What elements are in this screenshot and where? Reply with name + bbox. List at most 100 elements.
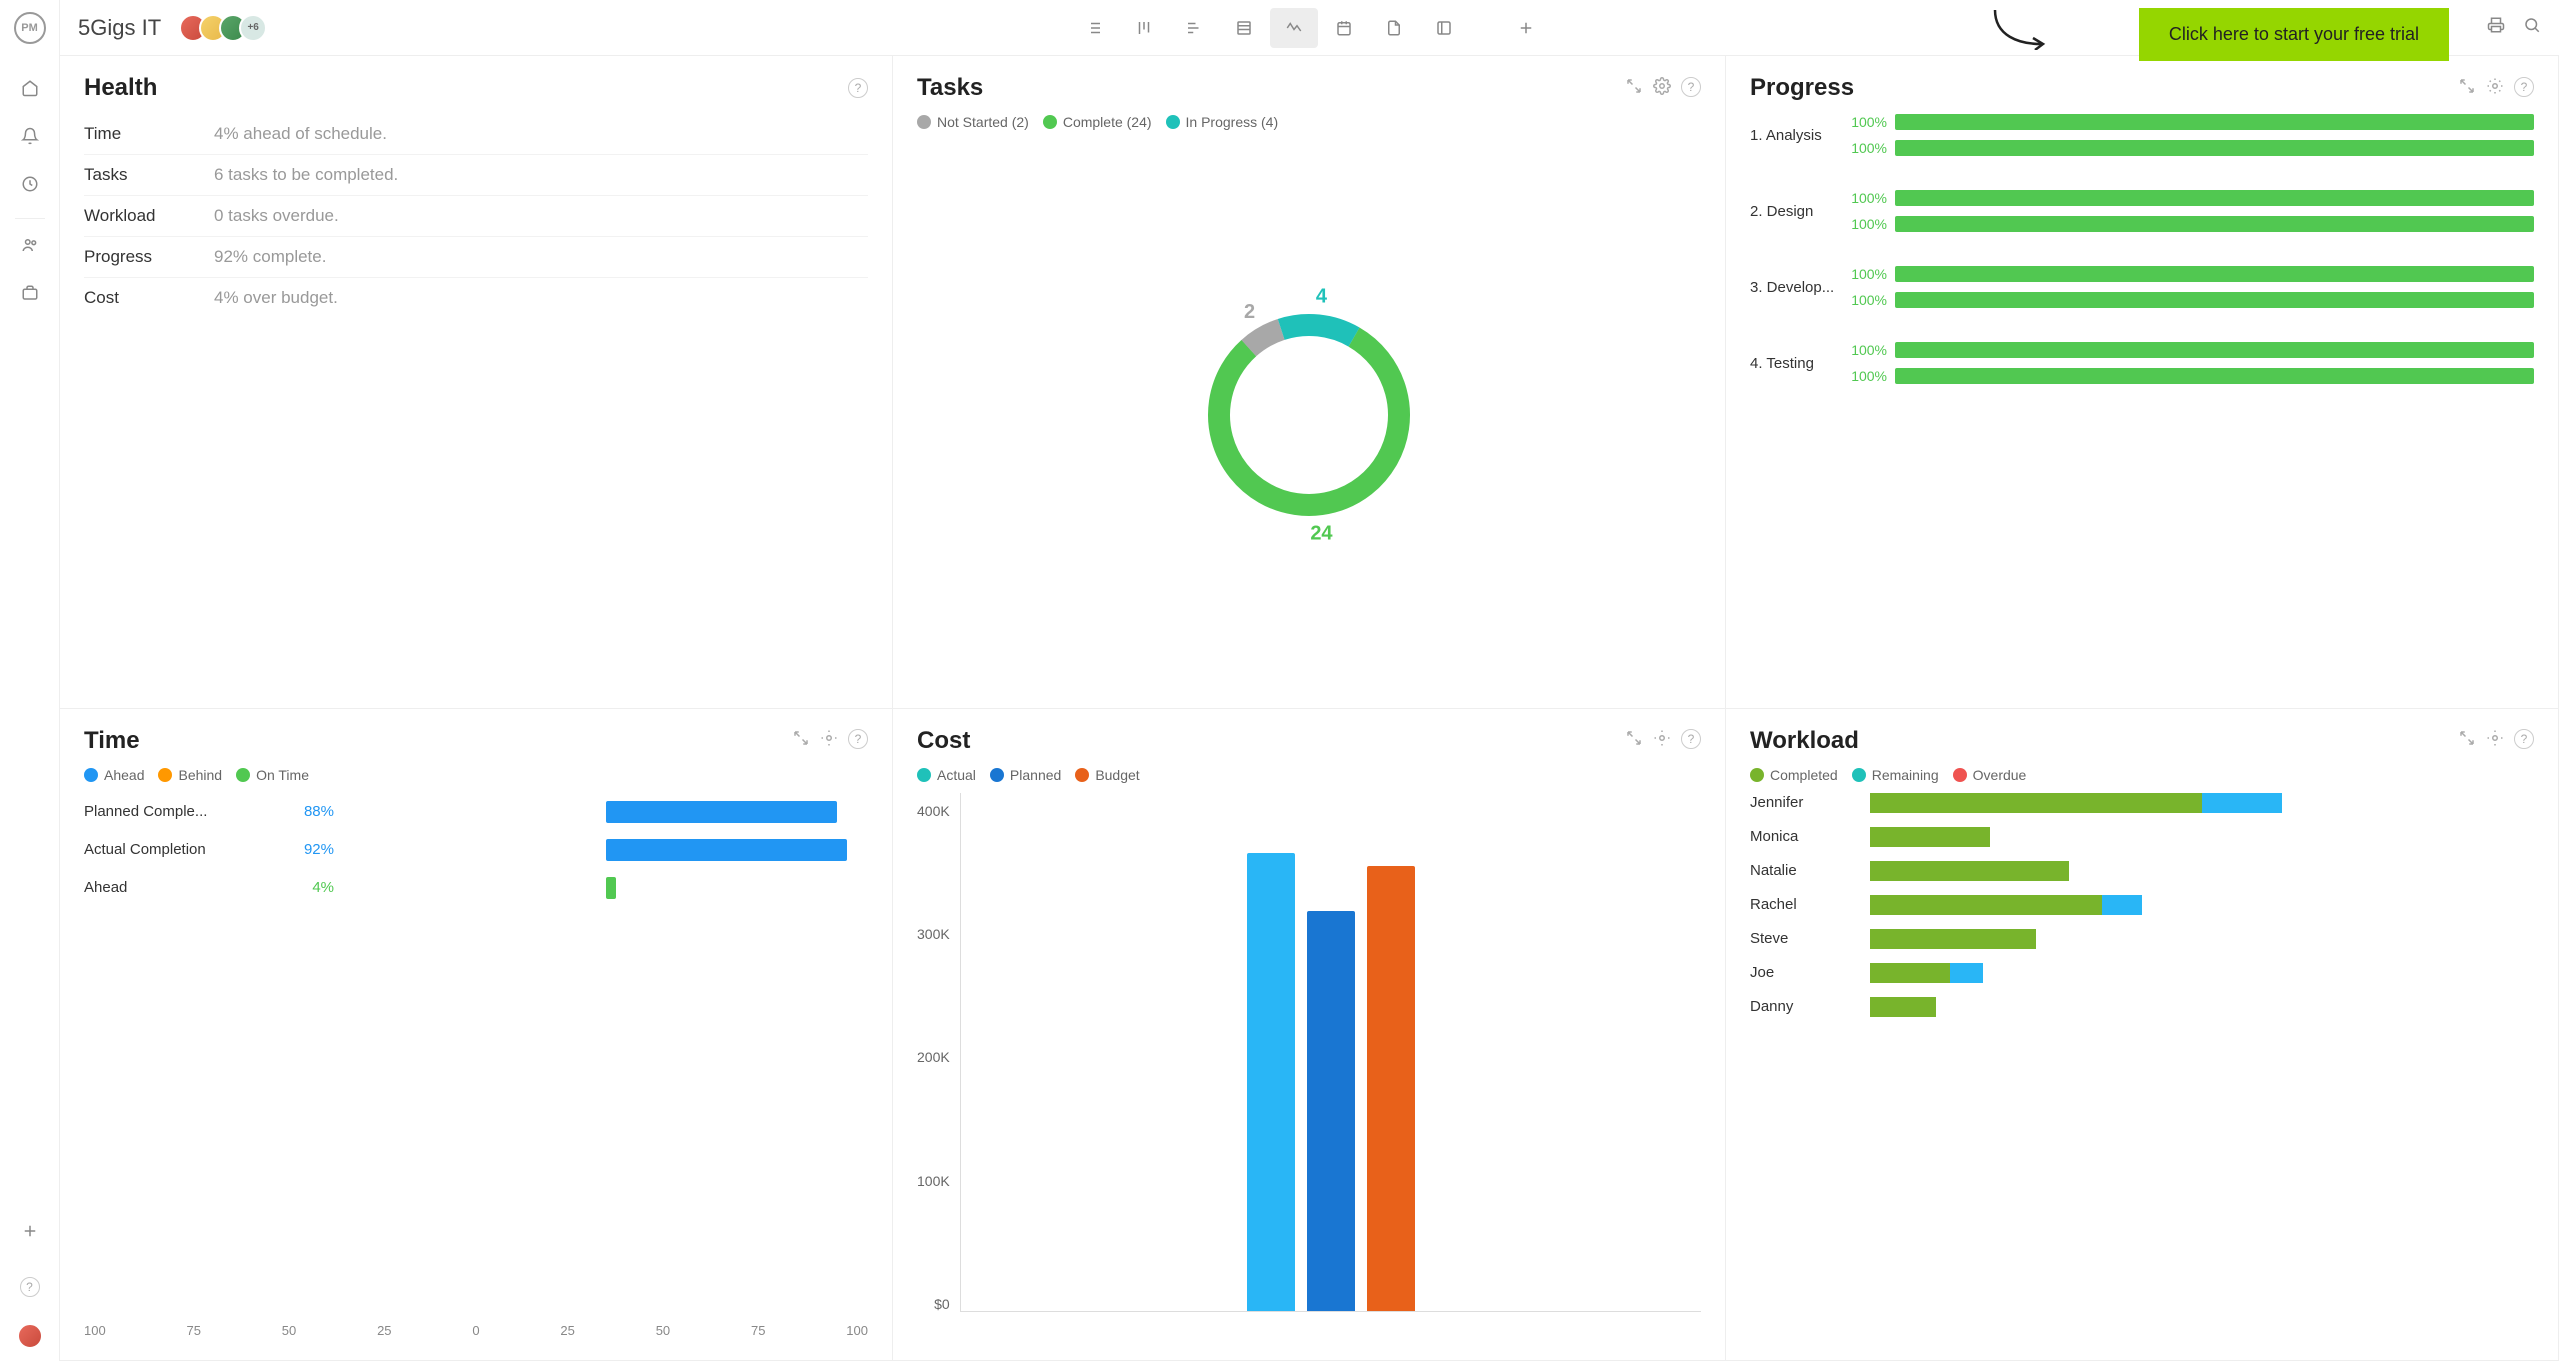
card-help-icon[interactable]: ?	[2514, 729, 2534, 749]
legend-item[interactable]: Completed	[1750, 767, 1838, 783]
cta-arrow-icon	[1989, 6, 2049, 50]
workload-row: Jennifer	[1750, 793, 2534, 813]
health-label: Workload	[84, 206, 214, 226]
reports-view-icon[interactable]	[1420, 8, 1468, 48]
health-card: Health ? Time4% ahead of schedule. Tasks6…	[60, 56, 893, 709]
help-icon[interactable]: ?	[10, 1267, 50, 1307]
card-help-icon[interactable]: ?	[2514, 77, 2534, 97]
app-logo[interactable]: PM	[14, 12, 46, 44]
team-icon[interactable]	[10, 225, 50, 265]
card-title: Health	[84, 74, 157, 102]
time-card: Time ? Ahead Behind On Time Planned Comple…	[60, 709, 893, 1361]
print-icon[interactable]	[2487, 16, 2505, 39]
health-value: 4% ahead of schedule.	[214, 124, 387, 144]
view-switcher	[1070, 8, 1550, 48]
svg-text:4: 4	[1316, 285, 1328, 307]
cost-bar	[1247, 853, 1295, 1311]
legend-item[interactable]: Overdue	[1953, 767, 2027, 783]
gear-icon[interactable]	[820, 729, 838, 752]
list-view-icon[interactable]	[1070, 8, 1118, 48]
project-avatars[interactable]: +6	[179, 14, 267, 42]
time-row: Actual Completion 92%	[84, 839, 868, 861]
tasks-card: Tasks ? Not Started (2) Complete (24) In P…	[893, 56, 1726, 709]
portfolio-icon[interactable]	[10, 273, 50, 313]
workload-card: Workload ? Completed Remaining Overdue Jen…	[1726, 709, 2559, 1361]
gantt-view-icon[interactable]	[1170, 8, 1218, 48]
progress-row: 1. Analysis100%100%	[1750, 114, 2534, 156]
health-value: 92% complete.	[214, 247, 326, 267]
expand-icon[interactable]	[792, 729, 810, 752]
cost-card: Cost ? ActualPlannedBudget 400K300K200K1…	[893, 709, 1726, 1361]
card-help-icon[interactable]: ?	[848, 729, 868, 749]
health-row: Workload0 tasks overdue.	[84, 196, 868, 237]
add-icon[interactable]	[10, 1211, 50, 1251]
gear-icon[interactable]	[1653, 77, 1671, 100]
legend-item[interactable]: On Time	[236, 767, 309, 783]
progress-row: 3. Develop...100%100%	[1750, 266, 2534, 308]
workload-row: Steve	[1750, 929, 2534, 949]
legend-item[interactable]: Complete (24)	[1043, 114, 1152, 130]
workload-row: Monica	[1750, 827, 2534, 847]
progress-row: 4. Testing100%100%	[1750, 342, 2534, 384]
tasks-donut: 2424	[1167, 273, 1451, 557]
time-row: Planned Comple... 88%	[84, 801, 868, 823]
progress-card: Progress ? 1. Analysis100%100%2. Design1…	[1726, 56, 2559, 709]
card-title: Workload	[1750, 727, 1859, 755]
card-help-icon[interactable]: ?	[1681, 77, 1701, 97]
sheet-view-icon[interactable]	[1220, 8, 1268, 48]
recent-icon[interactable]	[10, 164, 50, 204]
calendar-view-icon[interactable]	[1320, 8, 1368, 48]
home-icon[interactable]	[10, 68, 50, 108]
time-row: Ahead 4%	[84, 877, 868, 899]
legend-item[interactable]: Actual	[917, 767, 976, 783]
legend-item[interactable]: Ahead	[84, 767, 144, 783]
cta-banner[interactable]: Click here to start your free trial	[2139, 8, 2449, 61]
health-row: Tasks6 tasks to be completed.	[84, 155, 868, 196]
health-value: 4% over budget.	[214, 288, 338, 308]
add-view-icon[interactable]	[1502, 8, 1550, 48]
board-view-icon[interactable]	[1120, 8, 1168, 48]
legend-item[interactable]: Budget	[1075, 767, 1139, 783]
topbar: 5Gigs IT +6 Click here to start	[60, 0, 2559, 56]
legend-item[interactable]: Remaining	[1852, 767, 1939, 783]
svg-text:2: 2	[1244, 301, 1255, 323]
health-value: 0 tasks overdue.	[214, 206, 339, 226]
gear-icon[interactable]	[2486, 729, 2504, 752]
card-title: Time	[84, 727, 140, 755]
svg-text:24: 24	[1310, 522, 1333, 544]
expand-icon[interactable]	[1625, 729, 1643, 752]
avatar-more[interactable]: +6	[239, 14, 267, 42]
legend-item[interactable]: Behind	[158, 767, 222, 783]
health-row: Cost4% over budget.	[84, 278, 868, 318]
notifications-icon[interactable]	[10, 116, 50, 156]
workload-row: Natalie	[1750, 861, 2534, 881]
health-label: Time	[84, 124, 214, 144]
user-avatar[interactable]	[17, 1323, 43, 1349]
cost-bar	[1307, 911, 1355, 1311]
card-title: Cost	[917, 727, 970, 755]
health-label: Cost	[84, 288, 214, 308]
workload-row: Joe	[1750, 963, 2534, 983]
health-label: Progress	[84, 247, 214, 267]
health-row: Progress92% complete.	[84, 237, 868, 278]
legend-item[interactable]: Not Started (2)	[917, 114, 1029, 130]
expand-icon[interactable]	[2458, 729, 2476, 752]
files-view-icon[interactable]	[1370, 8, 1418, 48]
card-help-icon[interactable]: ?	[1681, 729, 1701, 749]
legend-item[interactable]: Planned	[990, 767, 1061, 783]
legend-item[interactable]: In Progress (4)	[1166, 114, 1279, 130]
health-label: Tasks	[84, 165, 214, 185]
search-icon[interactable]	[2523, 16, 2541, 39]
card-title: Tasks	[917, 74, 983, 102]
project-title: 5Gigs IT	[78, 15, 161, 41]
dashboard-view-icon[interactable]	[1270, 8, 1318, 48]
card-help-icon[interactable]: ?	[848, 78, 868, 98]
gear-icon[interactable]	[1653, 729, 1671, 752]
card-title: Progress	[1750, 74, 1854, 102]
expand-icon[interactable]	[1625, 77, 1643, 100]
expand-icon[interactable]	[2458, 77, 2476, 100]
gear-icon[interactable]	[2486, 77, 2504, 100]
workload-row: Rachel	[1750, 895, 2534, 915]
sidebar: PM ?	[0, 0, 60, 1361]
dashboard-grid: Health ? Time4% ahead of schedule.Tasks6…	[60, 56, 2559, 1361]
